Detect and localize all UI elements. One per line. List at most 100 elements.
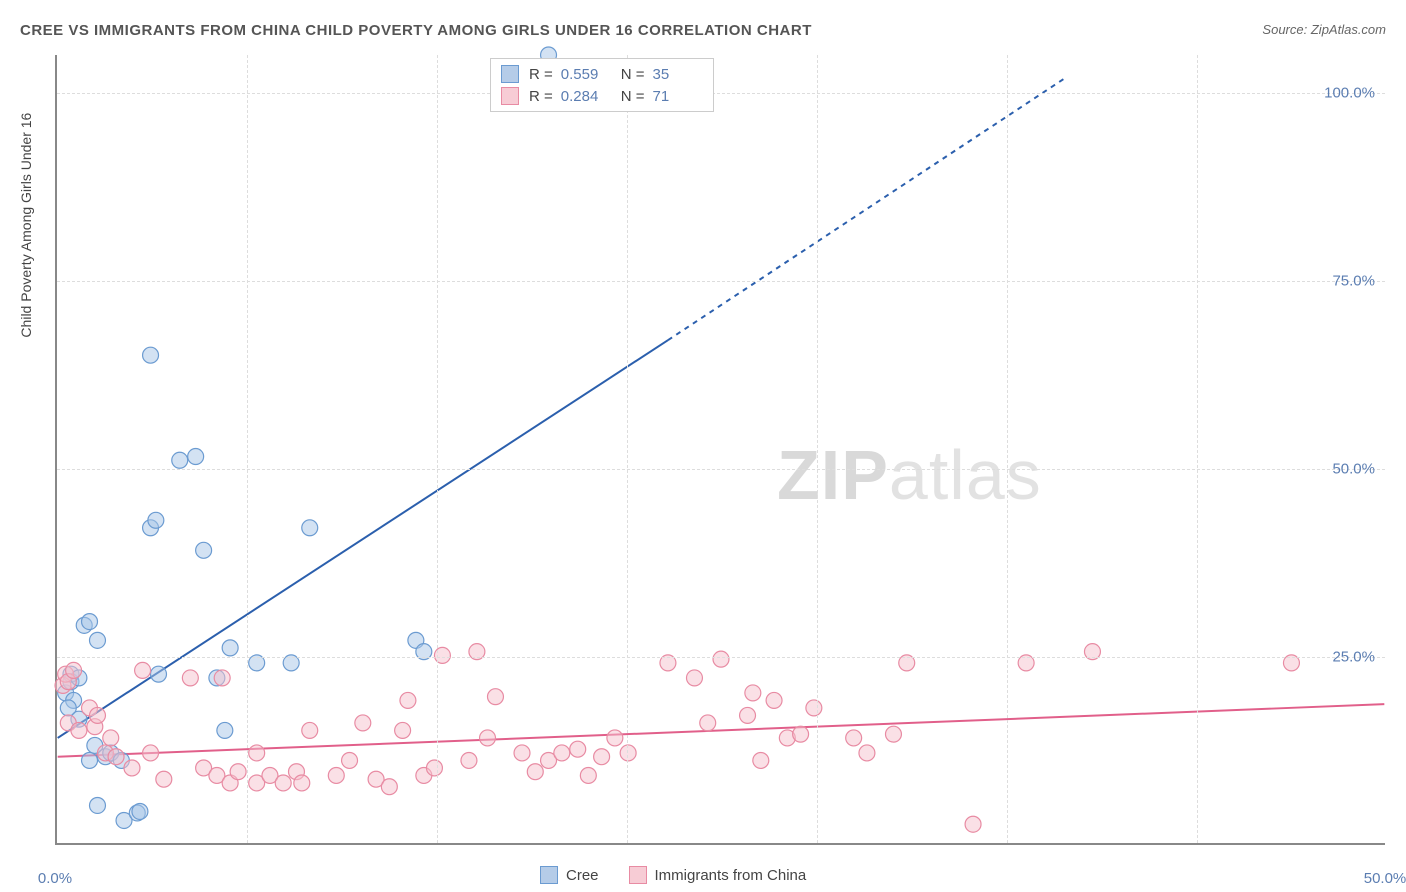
source-attribution: Source: ZipAtlas.com [1262,22,1386,37]
data-point [570,741,586,757]
legend-series-item: Immigrants from China [629,866,807,884]
data-point [132,804,148,820]
data-point [965,816,981,832]
grid-line-v [817,55,818,843]
grid-line-v [627,55,628,843]
grid-line-h [57,469,1385,470]
data-point [766,692,782,708]
data-point [700,715,716,731]
data-point [885,726,901,742]
data-point [214,670,230,686]
y-tick-label: 50.0% [1332,460,1375,477]
source-label: Source: [1262,22,1307,37]
chart-svg [57,55,1385,843]
data-point [514,745,530,761]
data-point [196,542,212,558]
x-tick-start: 0.0% [38,870,72,887]
grid-line-h [57,93,1385,94]
grid-line-h [57,657,1385,658]
data-point [230,764,246,780]
data-point [151,666,167,682]
n-label: N = [621,66,645,83]
data-point [607,730,623,746]
data-point [66,662,82,678]
legend-stat-row: R = 0.284 N = 71 [501,85,703,107]
r-value: 0.284 [561,88,611,105]
data-point [355,715,371,731]
data-point [294,775,310,791]
data-point [745,685,761,701]
data-point [461,752,477,768]
data-point [90,797,106,813]
data-point [172,452,188,468]
data-point [182,670,198,686]
data-point [400,692,416,708]
y-tick-label: 75.0% [1332,272,1375,289]
legend-series-label: Cree [566,867,599,884]
data-point [846,730,862,746]
data-point [90,707,106,723]
data-point [480,730,496,746]
data-point [395,722,411,738]
data-point [188,449,204,465]
data-point [135,662,151,678]
data-point [686,670,702,686]
data-point [222,640,238,656]
data-point [156,771,172,787]
r-label: R = [529,66,553,83]
data-point [740,707,756,723]
data-point [487,689,503,705]
data-point [580,767,596,783]
legend-swatch [629,866,647,884]
data-point [328,767,344,783]
x-tick-end: 50.0% [1364,870,1406,887]
chart-title: CREE VS IMMIGRANTS FROM CHINA CHILD POVE… [20,22,812,39]
data-point [554,745,570,761]
grid-line-h [57,281,1385,282]
data-point [793,726,809,742]
data-point [342,752,358,768]
n-value: 35 [653,66,703,83]
source-name: ZipAtlas.com [1311,22,1386,37]
legend-series-label: Immigrants from China [655,867,807,884]
grid-line-v [1007,55,1008,843]
data-point [381,779,397,795]
data-point [124,760,140,776]
grid-line-v [1197,55,1198,843]
plot-area: ZIPatlas 25.0%50.0%75.0%100.0% [55,55,1385,845]
data-point [71,722,87,738]
grid-line-v [247,55,248,843]
n-value: 71 [653,88,703,105]
data-point [82,752,98,768]
trend-line-solid [58,340,668,738]
data-point [713,651,729,667]
data-point [302,722,318,738]
data-point [806,700,822,716]
legend-swatch [501,65,519,83]
data-point [148,512,164,528]
data-point [90,632,106,648]
grid-line-v [437,55,438,843]
data-point [82,614,98,630]
legend-stat-row: R = 0.559 N = 35 [501,63,703,85]
data-point [217,722,233,738]
n-label: N = [621,88,645,105]
data-point [859,745,875,761]
r-label: R = [529,88,553,105]
data-point [527,764,543,780]
r-value: 0.559 [561,66,611,83]
y-axis-label: Child Poverty Among Girls Under 16 [18,113,34,338]
data-point [753,752,769,768]
y-tick-label: 25.0% [1332,648,1375,665]
data-point [426,760,442,776]
data-point [143,745,159,761]
data-point [103,730,119,746]
data-point [249,745,265,761]
legend-series-item: Cree [540,866,599,884]
legend-series: Cree Immigrants from China [540,866,806,884]
data-point [302,520,318,536]
legend-swatch [540,866,558,884]
data-point [594,749,610,765]
legend-swatch [501,87,519,105]
data-point [108,749,124,765]
